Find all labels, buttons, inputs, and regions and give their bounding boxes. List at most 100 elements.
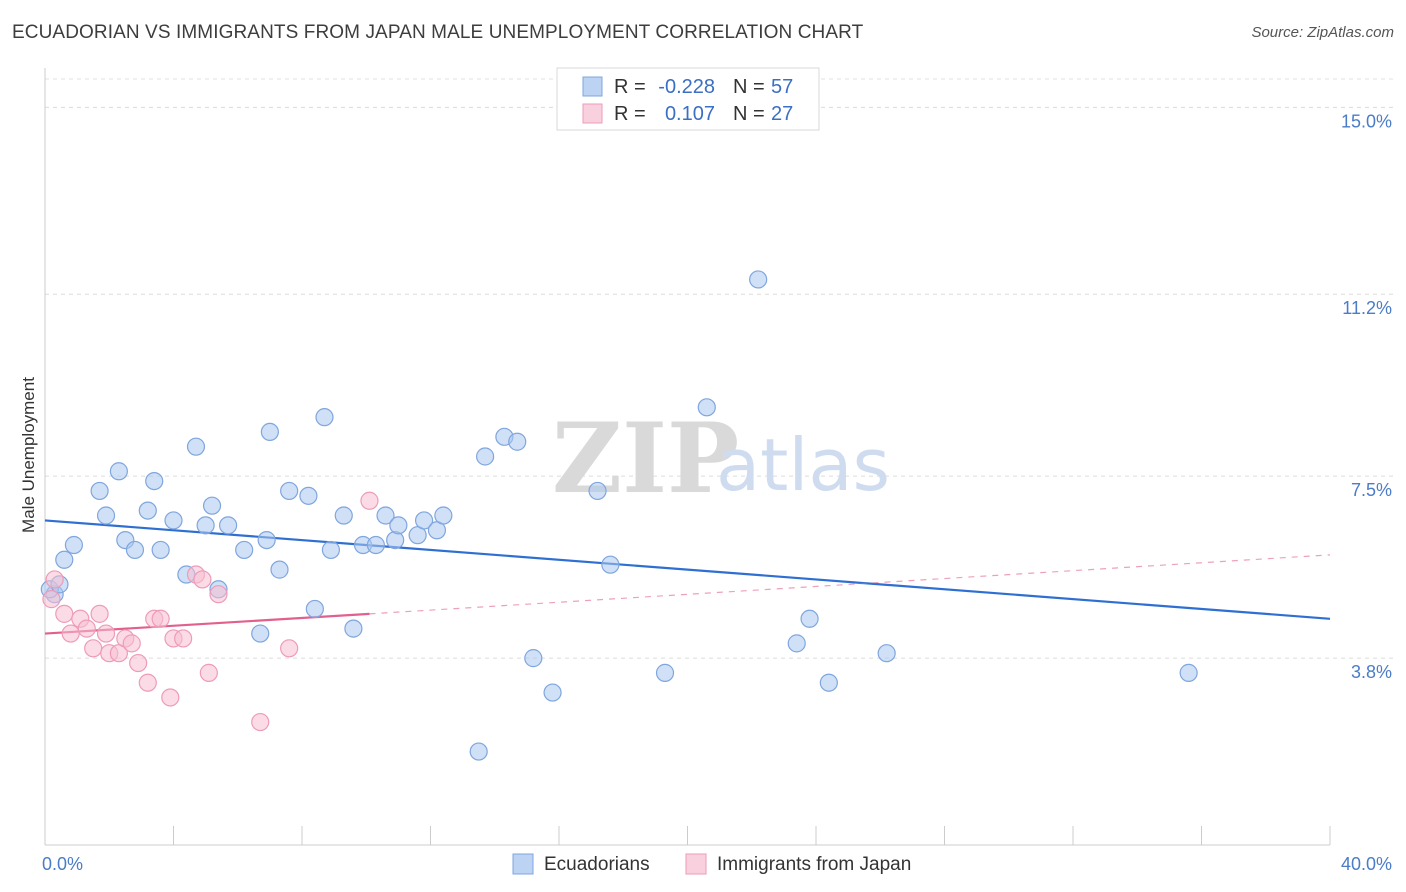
legend-n-value-1: 57 <box>771 76 793 98</box>
y-tick-label-3: 3.8% <box>1351 662 1392 682</box>
point-ecuadorians-11 <box>164 511 183 530</box>
point-ecuadorians-38 <box>344 619 363 638</box>
trend-line-ecuadorians <box>44 519 1331 620</box>
correlation-legend: R = -0.228 N = 57 R = 0.107 N = 27 <box>556 67 820 131</box>
point-japan-22 <box>209 585 228 604</box>
point-japan-26 <box>42 590 61 609</box>
point-ecuadorians-17 <box>219 516 238 535</box>
point-ecuadorians-35 <box>414 511 434 530</box>
point-ecuadorians-31 <box>376 506 395 525</box>
point-japan-0 <box>45 570 64 589</box>
series-swatch-ecuadorians <box>512 853 534 875</box>
point-ecuadorians-40 <box>476 447 495 466</box>
point-ecuadorians-33 <box>389 516 408 535</box>
x-tick-labels: 0.0% 40.0% <box>42 854 1392 874</box>
point-ecuadorians-45 <box>588 481 607 501</box>
point-ecuadorians-30 <box>366 535 385 555</box>
y-tick-label-2: 7.5% <box>1351 480 1392 500</box>
point-ecuadorians-19 <box>251 624 270 643</box>
point-ecuadorians-43 <box>524 649 543 668</box>
point-japan-20 <box>193 570 212 589</box>
point-ecuadorians-39 <box>469 742 488 761</box>
point-ecuadorians-37 <box>434 506 453 525</box>
point-ecuadorians-47 <box>655 663 675 682</box>
point-japan-21 <box>199 663 218 682</box>
series-label-japan: Immigrants from Japan <box>717 854 911 875</box>
point-ecuadorians-9 <box>145 471 164 491</box>
legend-n-label-1: N = <box>733 76 765 98</box>
point-japan-23 <box>251 712 270 732</box>
point-ecuadorians-20 <box>257 531 276 550</box>
point-ecuadorians-15 <box>202 496 222 515</box>
point-ecuadorians-32 <box>386 531 405 550</box>
legend-r-value-1: -0.228 <box>658 76 715 98</box>
series-label-ecuadorians: Ecuadorians <box>544 854 650 875</box>
point-japan-15 <box>151 609 170 628</box>
point-ecuadorians-21 <box>260 422 279 442</box>
point-ecuadorians-54 <box>1179 663 1198 682</box>
point-ecuadorians-28 <box>334 506 353 525</box>
watermark-atlas: atlas <box>716 423 890 507</box>
point-japan-13 <box>138 673 157 692</box>
point-ecuadorians-22 <box>270 560 289 579</box>
chart-title: ECUADORIAN VS IMMIGRANTS FROM JAPAN MALE… <box>12 22 864 43</box>
data-points <box>40 270 1198 761</box>
x-tick-max: 40.0% <box>1341 854 1392 874</box>
point-japan-4 <box>77 619 96 638</box>
legend-r-label-2: R = <box>614 103 646 125</box>
legend-swatch-japan <box>582 103 603 124</box>
point-ecuadorians-1 <box>55 550 74 569</box>
series-legend: Ecuadorians Immigrants from Japan <box>512 853 911 875</box>
point-japan-24 <box>280 639 299 658</box>
legend-swatch-ecuadorians <box>582 76 603 97</box>
point-ecuadorians-50 <box>787 634 806 653</box>
point-ecuadorians-8 <box>138 501 157 520</box>
point-ecuadorians-52 <box>819 673 838 692</box>
point-japan-6 <box>90 604 109 623</box>
y-tick-labels: 15.0% 11.2% 7.5% 3.8% <box>1341 111 1392 682</box>
point-japan-1 <box>55 604 74 623</box>
axes <box>44 68 1331 846</box>
point-ecuadorians-51 <box>800 609 819 628</box>
point-ecuadorians-53 <box>877 644 896 663</box>
y-axis-label: Male Unemployment <box>19 377 38 533</box>
point-ecuadorians-25 <box>305 599 324 619</box>
watermark: ZIP atlas <box>552 402 890 515</box>
point-ecuadorians-3 <box>90 481 109 501</box>
x-tick-min: 0.0% <box>42 854 83 874</box>
point-japan-18 <box>174 629 193 648</box>
trend-lines <box>44 519 1331 635</box>
point-japan-7 <box>96 624 116 643</box>
point-ecuadorians-42 <box>508 432 527 451</box>
point-japan-16 <box>161 688 180 707</box>
point-ecuadorians-7 <box>125 540 145 560</box>
legend-n-value-2: 27 <box>771 103 793 125</box>
watermark-zip: ZIP <box>552 402 739 515</box>
point-ecuadorians-2 <box>64 535 84 555</box>
point-ecuadorians-10 <box>151 540 170 560</box>
point-ecuadorians-13 <box>186 437 206 456</box>
point-japan-5 <box>84 639 103 658</box>
point-japan-2 <box>61 624 80 643</box>
point-ecuadorians-23 <box>280 481 299 501</box>
point-ecuadorians-48 <box>697 398 716 417</box>
y-tick-label-1: 11.2% <box>1342 298 1392 318</box>
chart-source: Source: ZipAtlas.com <box>1251 24 1394 41</box>
point-japan-12 <box>129 653 148 673</box>
point-ecuadorians-49 <box>749 270 768 289</box>
point-ecuadorians-5 <box>109 462 128 481</box>
point-ecuadorians-14 <box>196 516 215 535</box>
point-ecuadorians-27 <box>315 408 334 427</box>
point-ecuadorians-44 <box>543 683 562 702</box>
trend-line-extension-japan <box>369 554 1331 615</box>
point-ecuadorians-4 <box>96 506 116 525</box>
legend-r-label-1: R = <box>614 76 646 98</box>
point-japan-11 <box>122 634 141 653</box>
point-japan-25 <box>360 491 379 510</box>
y-tick-label-0: 15.0% <box>1341 111 1392 131</box>
point-ecuadorians-46 <box>601 555 620 574</box>
legend-r-value-2: 0.107 <box>665 103 715 125</box>
point-ecuadorians-18 <box>235 540 254 560</box>
series-swatch-japan <box>685 853 707 875</box>
